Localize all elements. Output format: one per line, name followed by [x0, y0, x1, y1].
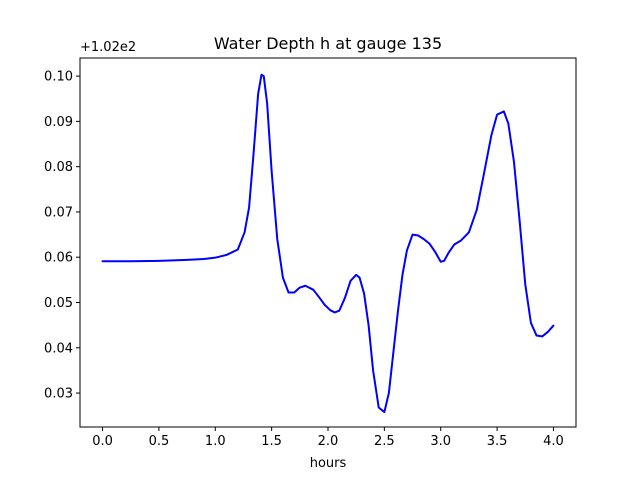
- y-tick-label: 0.07: [44, 205, 73, 220]
- x-tick-label: 1.5: [261, 434, 282, 449]
- x-tick-label: 3.5: [487, 434, 508, 449]
- y-tick-label: 0.09: [44, 115, 73, 130]
- plot-content: [101, 73, 555, 414]
- y-axis: 0.03 0.04 0.05 0.06 0.07 0.08 0.09 0.10: [44, 70, 80, 402]
- x-tick-label: 0.5: [149, 434, 170, 449]
- x-tick-label: 4.0: [543, 434, 564, 449]
- x-tick-label: 3.0: [430, 434, 451, 449]
- chart-title: Water Depth h at gauge 135: [214, 34, 442, 53]
- y-tick-label: 0.03: [44, 387, 73, 402]
- y-tick-label: 0.06: [44, 251, 73, 266]
- x-tick-label: 2.0: [318, 434, 339, 449]
- y-offset-label: +1.02e2: [80, 40, 136, 55]
- y-tick-label: 0.05: [44, 296, 73, 311]
- series-line-0: [101, 73, 555, 414]
- x-axis-label: hours: [310, 456, 347, 471]
- y-tick-label: 0.08: [44, 160, 73, 175]
- x-tick-label: 0.0: [92, 434, 113, 449]
- y-tick-label: 0.10: [44, 70, 73, 85]
- x-axis: 0.0 0.5 1.0 1.5 2.0 2.5 3.0 3.5 4.0: [92, 427, 564, 449]
- x-tick-label: 1.0: [205, 434, 226, 449]
- y-tick-label: 0.04: [44, 341, 73, 356]
- x-tick-label: 2.5: [374, 434, 395, 449]
